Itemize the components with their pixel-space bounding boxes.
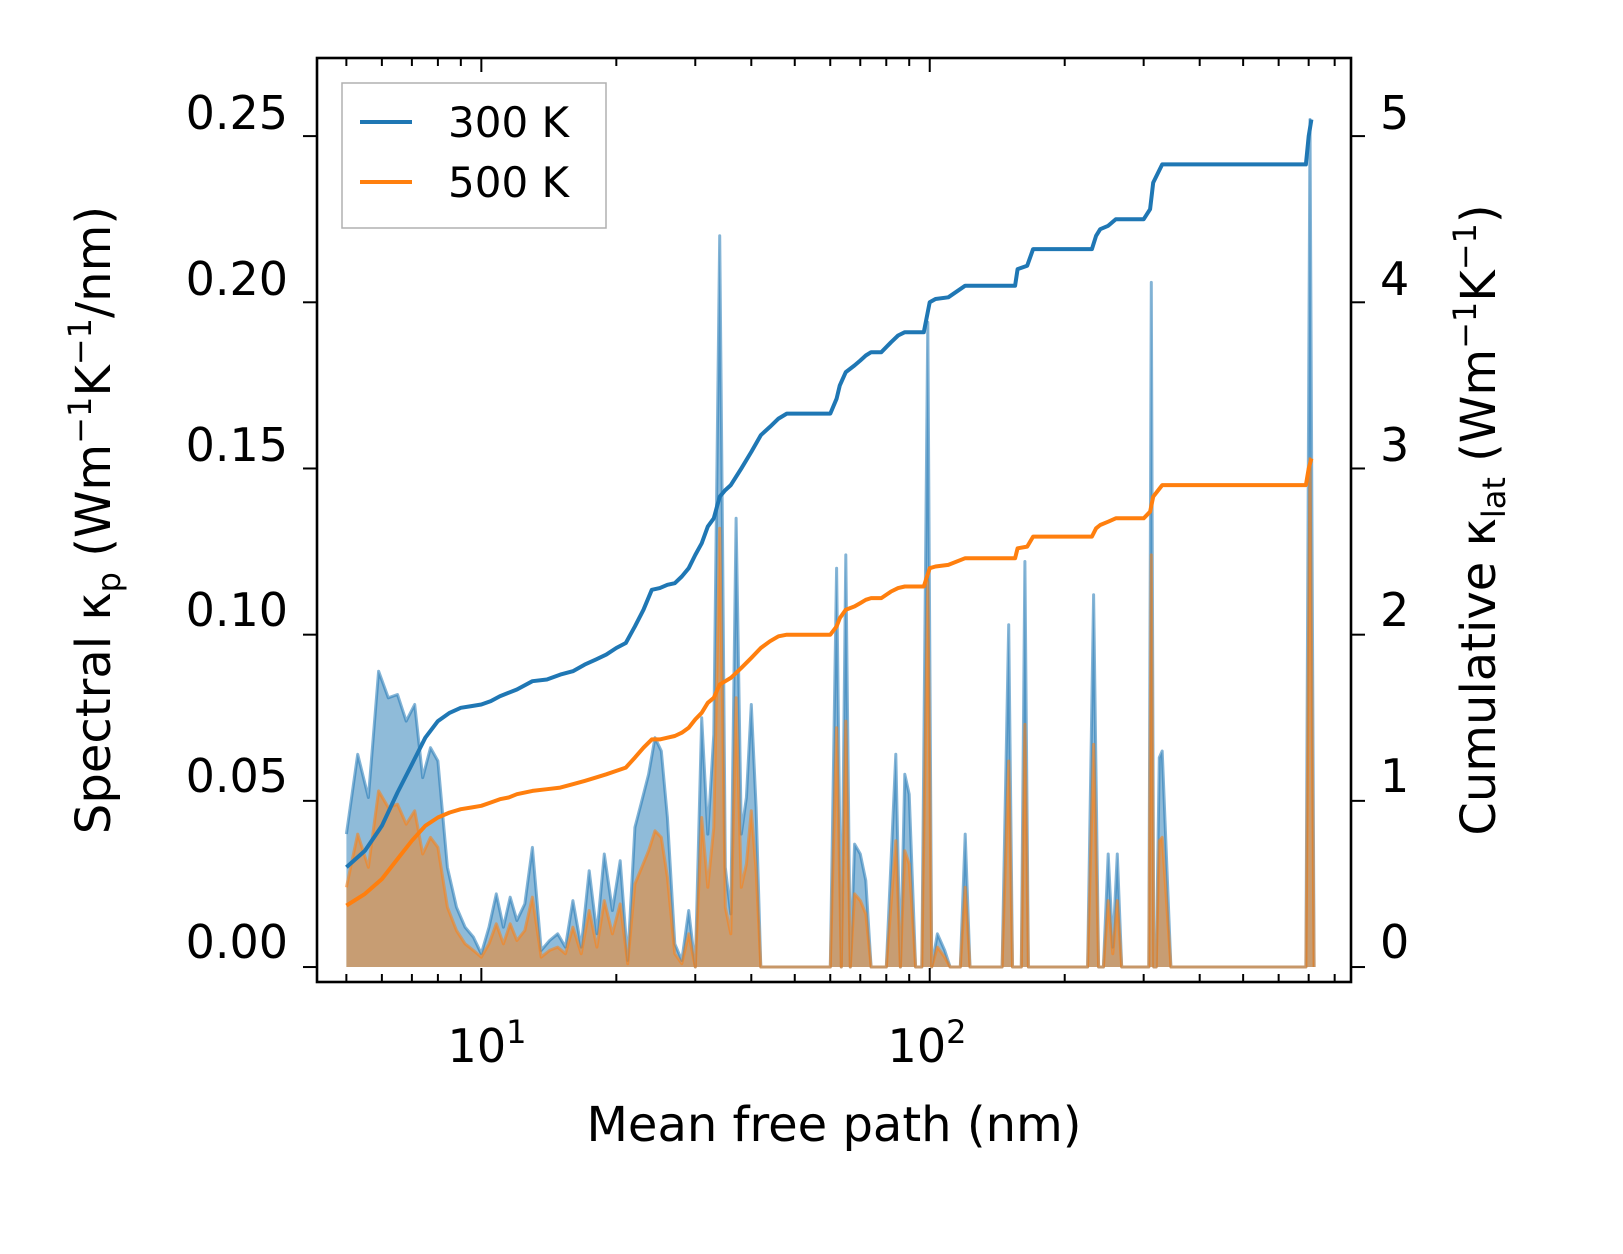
y-left-tick-label: 0.20 bbox=[186, 252, 288, 306]
x-axis-title: Mean free path (nm) bbox=[587, 1097, 1082, 1153]
cumulative-line-300k bbox=[345, 119, 1314, 869]
y-left-tick-label: 0.00 bbox=[186, 915, 288, 969]
y-right-tick-label: 5 bbox=[1380, 86, 1409, 140]
y-right-tick-labels: 0 1 2 3 4 5 bbox=[1380, 86, 1409, 969]
spectral-areas bbox=[344, 118, 1316, 969]
y-left-tick-label: 0.10 bbox=[186, 583, 288, 637]
legend: 300 K 500 K bbox=[341, 82, 607, 229]
legend-label-300k: 300 K bbox=[448, 98, 571, 147]
y-left-tick-label: 0.25 bbox=[186, 86, 288, 140]
plot-frame bbox=[315, 56, 1353, 984]
y-left-tick-label: 0.15 bbox=[186, 418, 288, 472]
y-right-tick-label: 0 bbox=[1380, 915, 1409, 969]
y-right-axis-title: Cumulative κlat (Wm−1K−1) bbox=[1446, 204, 1513, 835]
y-right-tick-label: 3 bbox=[1380, 418, 1409, 472]
axis-ticks bbox=[303, 58, 1365, 982]
y-right-tick-label: 4 bbox=[1380, 252, 1409, 306]
cumulative-lines bbox=[345, 119, 1314, 908]
x-tick-labels: 101 102 bbox=[448, 1013, 967, 1073]
cumulative-line-500k bbox=[345, 457, 1314, 908]
spectral-area-500k bbox=[346, 458, 1315, 967]
y-left-axis-title: Spectral κp (Wm−1K−1/nm) bbox=[61, 206, 128, 834]
x-tick-label-10: 101 bbox=[448, 1013, 527, 1073]
legend-box bbox=[341, 82, 607, 229]
y-left-tick-label: 0.05 bbox=[186, 749, 288, 803]
x-tick-label-100: 102 bbox=[888, 1013, 967, 1073]
spectral-outline-500k bbox=[344, 457, 1316, 969]
legend-label-500k: 500 K bbox=[448, 158, 571, 207]
y-left-tick-labels: 0.00 0.05 0.10 0.15 0.20 0.25 bbox=[186, 86, 288, 969]
y-right-tick-label: 2 bbox=[1380, 583, 1409, 637]
y-right-tick-label: 1 bbox=[1380, 749, 1409, 803]
